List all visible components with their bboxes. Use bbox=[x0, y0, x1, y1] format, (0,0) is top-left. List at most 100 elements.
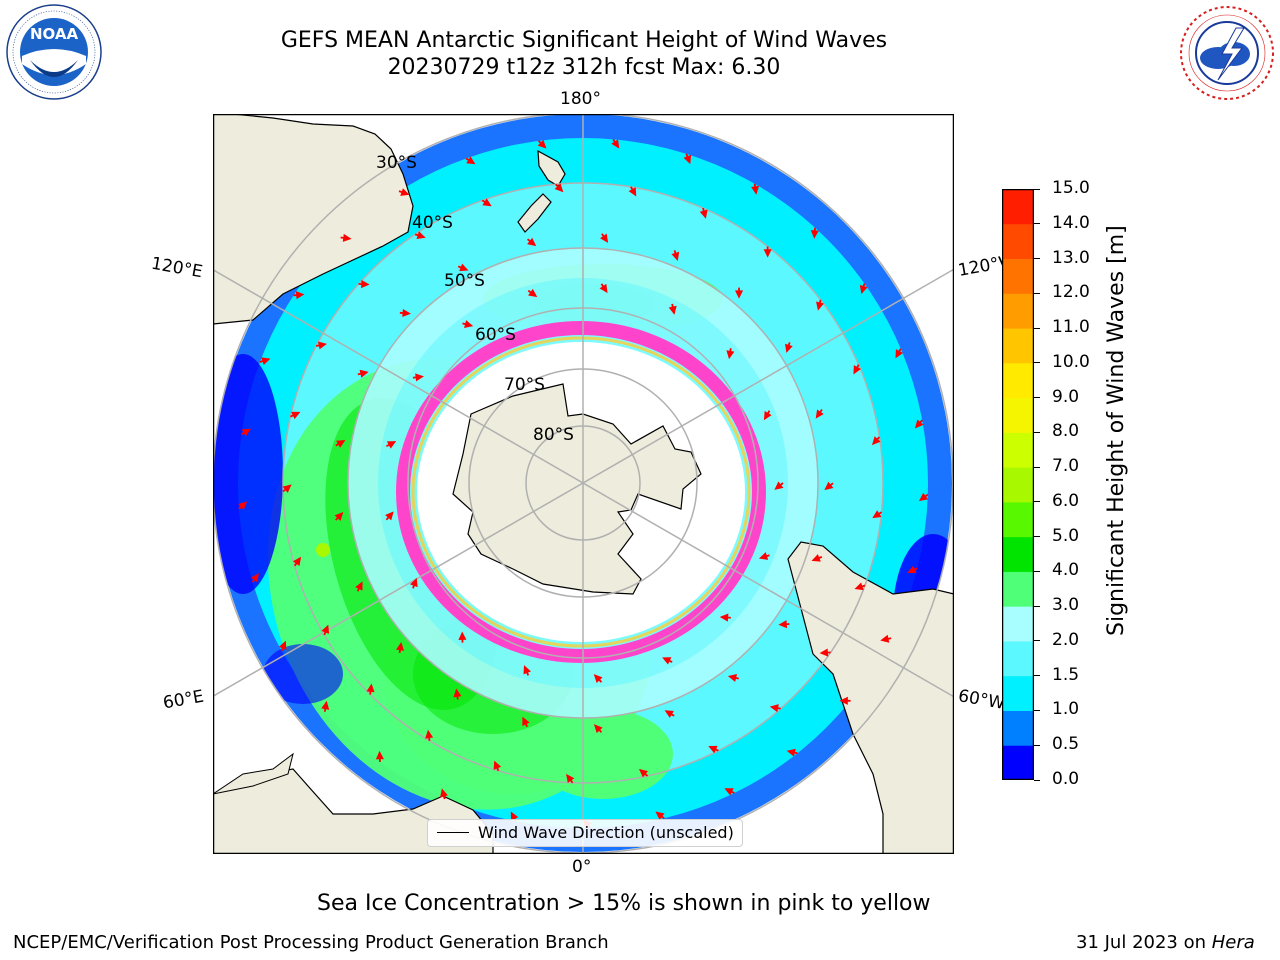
wind-arrow-head bbox=[811, 554, 821, 562]
wind-arrow-head bbox=[914, 419, 924, 429]
wind-arrow-head bbox=[416, 231, 426, 240]
colorbar-swatch bbox=[1002, 467, 1034, 503]
colorbar-tick-label: 13.0 bbox=[1052, 247, 1090, 268]
wind-arrow-head bbox=[458, 631, 467, 641]
colorbar-tick-label: 5.0 bbox=[1052, 525, 1080, 546]
wind-arrow-head bbox=[566, 773, 575, 784]
colorbar-tick-label: 2.0 bbox=[1052, 629, 1080, 650]
wind-arrow-head bbox=[250, 573, 259, 583]
colorbar-swatch bbox=[1002, 362, 1034, 399]
wind-arrow-head bbox=[482, 198, 492, 207]
colorbar-tick-label: 11.0 bbox=[1052, 317, 1090, 338]
wind-arrow-head bbox=[763, 249, 772, 258]
map-panel: Wind Wave Direction (unscaled) bbox=[212, 113, 955, 855]
wind-arrow-head bbox=[261, 357, 271, 366]
wind-arrow-head bbox=[763, 411, 772, 421]
wind-arrow-head bbox=[918, 492, 929, 502]
australia-landmass bbox=[213, 114, 414, 325]
wind-arrow-head bbox=[554, 183, 564, 193]
colorbar-swatch bbox=[1002, 501, 1034, 538]
colorbar-tick-mark bbox=[1034, 675, 1040, 677]
lon-label-60w: 60°W bbox=[956, 686, 1007, 714]
wind-arrow-head bbox=[453, 688, 462, 698]
wind-arrow-head bbox=[425, 729, 434, 739]
colorbar-swatch bbox=[1002, 571, 1034, 607]
wind-arrow-head bbox=[699, 209, 708, 219]
colorbar-tick-mark bbox=[1034, 188, 1040, 190]
wind-wave-arrows bbox=[238, 138, 929, 829]
wind-arrow-head bbox=[366, 683, 375, 693]
wind-arrow-head bbox=[295, 291, 305, 300]
colorbar-tick-mark bbox=[1034, 605, 1040, 607]
footer-date: 31 Jul 2023 on Hera bbox=[1076, 932, 1255, 953]
wind-arrow-head bbox=[238, 501, 248, 510]
wind-arrow-head bbox=[734, 290, 744, 299]
wind-arrow-head bbox=[334, 511, 344, 521]
colorbar-swatch bbox=[1002, 710, 1034, 746]
wind-arrow-head bbox=[359, 369, 369, 378]
polar-map bbox=[212, 113, 955, 855]
wind-arrow-head bbox=[786, 748, 796, 757]
colorbar-swatch bbox=[1002, 258, 1034, 294]
wind-arrow-head bbox=[593, 674, 603, 683]
colorbar-tick-mark bbox=[1034, 709, 1040, 711]
colorbar-tick-mark bbox=[1034, 501, 1040, 503]
colorbar-tick-label: 0.5 bbox=[1052, 734, 1080, 755]
wind-arrow-head bbox=[859, 284, 868, 295]
wind-arrow-head bbox=[662, 657, 672, 665]
meridian-lines bbox=[213, 114, 954, 854]
wind-arrow-head bbox=[816, 301, 824, 311]
footer-org: NCEP/EMC/Verification Post Processing Pr… bbox=[13, 932, 609, 953]
wind-arrow-head bbox=[668, 305, 677, 315]
wind-arrow-head bbox=[708, 745, 718, 754]
wind-arrow-head bbox=[683, 154, 692, 165]
wind-arrow-head bbox=[355, 581, 363, 591]
colorbar-tick-mark bbox=[1034, 362, 1040, 364]
wind-arrow-head bbox=[907, 565, 917, 574]
lat-label-60s: 60°S bbox=[475, 325, 516, 345]
wind-arrow-head bbox=[336, 440, 346, 448]
legend-text: Wind Wave Direction (unscaled) bbox=[478, 823, 734, 842]
wind-arrow-head bbox=[493, 760, 502, 770]
wind-arrow-head bbox=[523, 665, 531, 675]
colorbar-tick-mark bbox=[1034, 570, 1040, 572]
wind-arrow-head bbox=[758, 552, 769, 560]
lat-label-40s: 40°S bbox=[412, 213, 453, 233]
footer-machine: Hera bbox=[1211, 932, 1255, 953]
wind-arrow-head bbox=[466, 156, 476, 165]
colorbar-tick-label: 4.0 bbox=[1052, 560, 1080, 581]
wind-arrow-head bbox=[671, 251, 680, 261]
colorbar-swatch bbox=[1002, 536, 1034, 572]
wind-arrow-head bbox=[317, 341, 327, 350]
wind-arrow-head bbox=[726, 350, 735, 360]
colorbar-swatch bbox=[1002, 397, 1034, 433]
colorbar-swatch bbox=[1002, 640, 1034, 677]
wind-arrow-head bbox=[522, 716, 530, 726]
colorbar-tick-mark bbox=[1034, 466, 1040, 468]
wind-arrow-head bbox=[385, 511, 394, 521]
wind-arrow-head bbox=[769, 704, 779, 713]
colorbar-tick-mark bbox=[1034, 327, 1040, 329]
wind-arrow-head bbox=[292, 556, 302, 566]
wind-arrow-head bbox=[342, 233, 352, 242]
colorbar-tick-mark bbox=[1034, 397, 1040, 399]
colorbar-swatch bbox=[1002, 675, 1034, 711]
wind-arrow-head bbox=[527, 237, 537, 247]
nws-logo bbox=[1178, 4, 1276, 102]
wind-arrow-head bbox=[410, 577, 418, 588]
wind-arrow-head bbox=[241, 428, 252, 437]
map-legend: Wind Wave Direction (unscaled) bbox=[427, 819, 743, 847]
colorbar-swatch bbox=[1002, 189, 1034, 225]
wind-arrow-head bbox=[459, 263, 469, 272]
colorbar-tick-label: 14.0 bbox=[1052, 212, 1090, 233]
wind-arrow-head bbox=[611, 139, 620, 149]
wind-arrow-head bbox=[774, 481, 784, 490]
wind-arrow-head bbox=[810, 230, 819, 239]
footer-date-text: 31 Jul 2023 on bbox=[1076, 932, 1212, 953]
wind-arrow-head bbox=[528, 288, 538, 298]
lon-label-180: 180° bbox=[560, 89, 601, 109]
colorbar-tick-label: 1.0 bbox=[1052, 699, 1080, 720]
wind-arrow-head bbox=[321, 700, 330, 710]
legend-line-sample bbox=[437, 832, 469, 833]
colorbar-tick-mark bbox=[1034, 431, 1040, 433]
